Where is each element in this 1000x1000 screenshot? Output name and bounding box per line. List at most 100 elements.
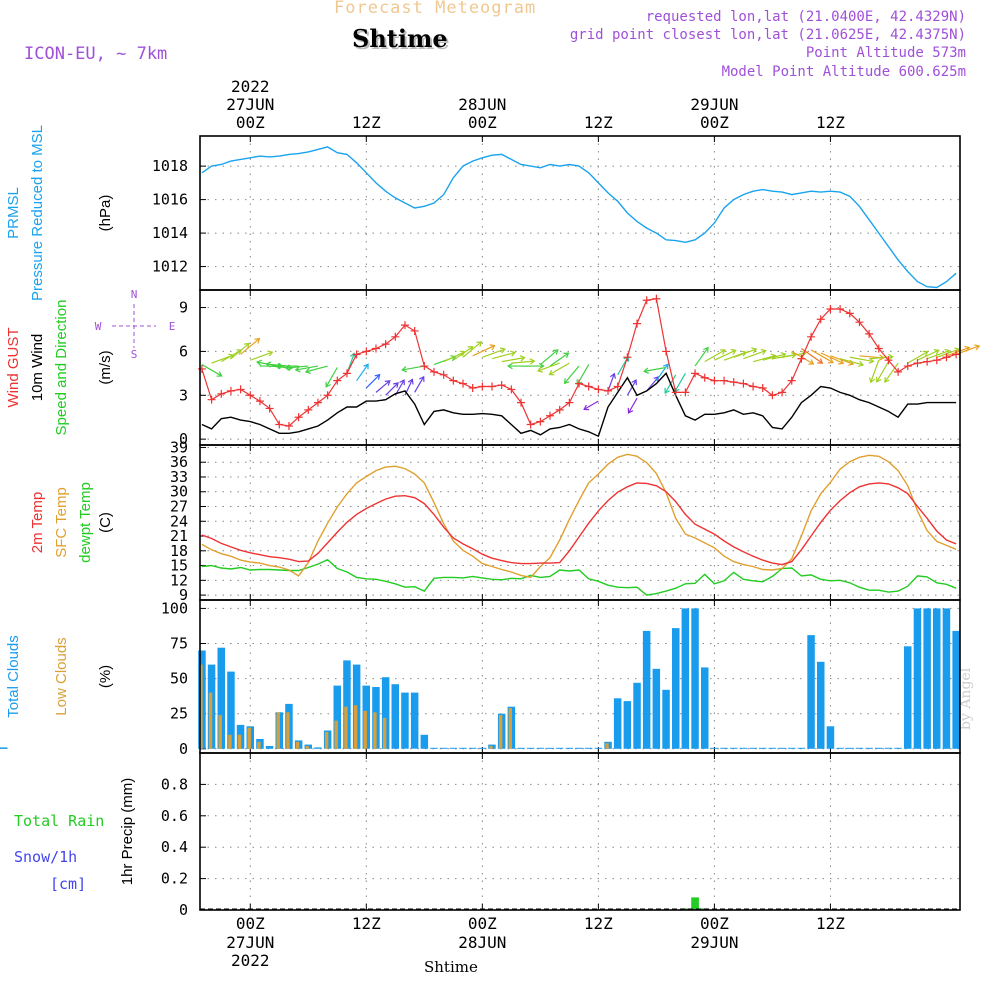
- low-cloud-bar: [237, 734, 242, 749]
- gust-marker: [342, 369, 351, 378]
- requested-coords: requested lon,lat (21.0400E, 42.4329N): [645, 9, 966, 25]
- total-cloud-bar: [633, 682, 641, 749]
- bottom-tick-label: 12Z: [352, 914, 381, 933]
- total-cloud-bar: [536, 747, 545, 749]
- total-cloud-bar: [855, 747, 864, 749]
- gust-marker: [459, 379, 468, 388]
- low-cloud-bar: [295, 741, 300, 749]
- wind-arrow-head: [922, 350, 929, 357]
- y-tick-label: 75: [170, 635, 188, 653]
- total-cloud-bar: [875, 747, 883, 749]
- wind-arrow: [385, 382, 399, 396]
- wind-arrow-head: [576, 379, 583, 386]
- gust-marker: [787, 376, 796, 385]
- wind-arrow: [462, 341, 482, 358]
- gust-marker: [468, 383, 477, 392]
- gust-marker: [478, 382, 487, 391]
- wind-arrow-head: [325, 381, 331, 388]
- wind-arrow: [820, 352, 844, 364]
- y-tick-label: 50: [170, 670, 188, 688]
- low-cloud-bar: [363, 710, 367, 749]
- gust-marker: [313, 398, 322, 407]
- total-cloud-bar: [439, 747, 448, 749]
- total-cloud-bar: [517, 747, 525, 749]
- temp2m-line: [201, 482, 957, 566]
- y-tick-label: 30: [170, 483, 188, 501]
- total-cloud-bar: [0, 747, 8, 749]
- wind-arrow-head: [751, 347, 758, 354]
- y-tick-label: 1016: [152, 191, 188, 209]
- y-tick-label: 0: [179, 740, 188, 758]
- wind-arrow-head: [838, 358, 845, 365]
- total-cloud-bar: [343, 660, 351, 749]
- gust-marker: [507, 385, 516, 394]
- gust-marker: [294, 413, 303, 422]
- wind-arrow-head: [401, 366, 408, 373]
- wind-arrow-head: [563, 352, 570, 358]
- gust-marker: [333, 376, 342, 385]
- total-cloud-bar: [836, 747, 844, 749]
- total-cloud-bar: [227, 671, 235, 749]
- total-cloud-bar: [217, 647, 225, 749]
- wind-arrow-head: [407, 378, 414, 385]
- y-tick-label: 39: [170, 438, 188, 456]
- wind-arrow: [870, 359, 880, 383]
- gust-marker: [584, 382, 593, 391]
- wind-arrow-head: [267, 350, 274, 357]
- wind-arrow: [240, 338, 260, 355]
- wind-arrows: [201, 337, 981, 414]
- y-tick-label: 0.6: [161, 807, 188, 825]
- gust-marker: [884, 356, 893, 365]
- wind-arrow: [472, 345, 495, 357]
- gust-marker: [526, 420, 535, 429]
- wind-arrow-head: [304, 367, 311, 374]
- panel-frame: [199, 599, 961, 754]
- y-tick-label: 1012: [152, 258, 188, 276]
- wind-arrow: [365, 374, 380, 389]
- gust-marker: [749, 382, 758, 391]
- wind-arrow: [511, 360, 535, 364]
- wind-arrow: [752, 355, 776, 363]
- total-cloud-bar: [865, 747, 873, 749]
- wind-speed-line: [201, 372, 957, 438]
- total-cloud-bar: [662, 689, 670, 749]
- total-cloud-bar: [565, 747, 574, 749]
- total-cloud-bar: [846, 747, 854, 749]
- wind-arrow-head: [499, 347, 506, 354]
- total-cloud-bar: [942, 608, 951, 749]
- gust-marker: [323, 391, 332, 400]
- low-cloud-bar: [199, 664, 203, 749]
- wind-arrow-head: [631, 379, 637, 386]
- sfc-temp-line: [201, 453, 957, 579]
- bottom-tick-label: 12Z: [816, 914, 845, 933]
- bottom-tick-label: 00Z: [700, 914, 729, 933]
- low-cloud-bar: [247, 727, 251, 749]
- y-tick-label: 1014: [152, 224, 188, 242]
- wind-arrow: [537, 362, 560, 372]
- gridpoint-coords: grid point closest lon,lat (21.0625E, 42…: [569, 27, 966, 43]
- y-tick-label: 12: [170, 571, 188, 589]
- total-cloud-bar: [894, 747, 902, 749]
- wind-arrow-head: [583, 404, 590, 411]
- wind-arrow-head: [817, 358, 824, 364]
- wind-arrow-head: [510, 350, 517, 357]
- gust-marker: [517, 398, 526, 407]
- wind-arrow: [791, 350, 814, 365]
- total-cloud-bar: [652, 668, 661, 749]
- total-cloud-bar: [952, 630, 960, 749]
- wind-arrow-head: [563, 378, 570, 385]
- bottom-time-axis: 00Z 12Z 00Z 12Z 00Z 12Z 27JUN 28JUN 29JUN 2022: [226, 914, 845, 970]
- total-cloud-bar: [623, 701, 632, 749]
- top-tick-label: 12Z: [584, 113, 613, 132]
- wind-arrow: [325, 367, 338, 388]
- total-cloud-bar: [788, 747, 796, 749]
- low-cloud-bar: [353, 705, 358, 749]
- gust-marker: [207, 395, 216, 404]
- y-tick-label: 25: [170, 705, 188, 723]
- wind-arrow: [220, 349, 242, 363]
- low-cloud-bar: [305, 746, 309, 749]
- rain-label: Total Rain: [14, 812, 104, 830]
- wind-arrow-head: [876, 376, 882, 383]
- wind-arrow: [285, 365, 309, 369]
- total-cloud-bar: [526, 747, 535, 749]
